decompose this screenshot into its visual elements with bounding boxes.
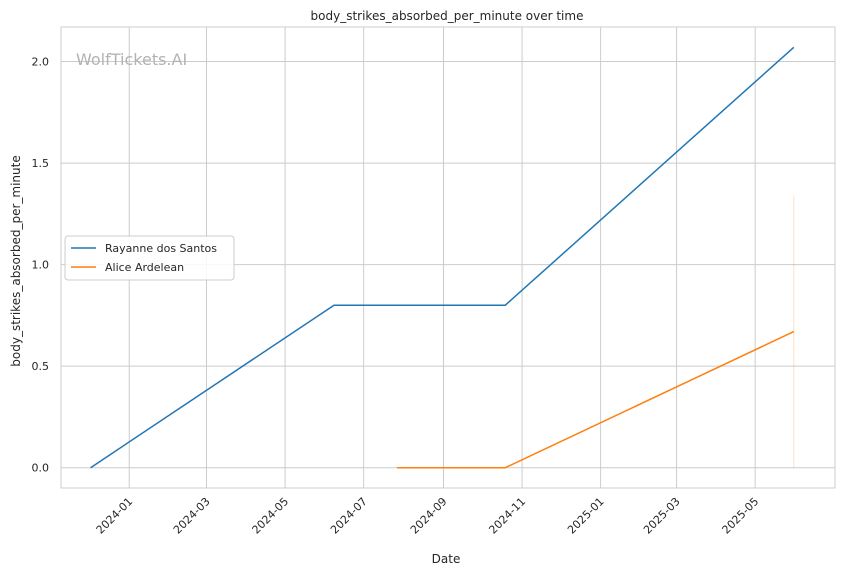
y-tick-label: 0.0 (32, 462, 50, 475)
chart-title: body_strikes_absorbed_per_minute over ti… (311, 9, 584, 23)
x-axis-label: Date (432, 552, 461, 566)
legend: Rayanne dos Santos Alice Ardelean (64, 235, 235, 281)
y-tick-label: 1.5 (32, 157, 50, 170)
series-layer (90, 46, 795, 469)
y-tick-label: 1.0 (32, 259, 50, 272)
y-tick-label: 2.0 (32, 56, 50, 69)
series-line-alice-ardelean (397, 330, 795, 469)
legend-label-alice-ardelean: Alice Ardelean (105, 261, 184, 274)
legend-label-rayanne-dos-santos: Rayanne dos Santos (105, 242, 217, 255)
legend-box (64, 235, 235, 281)
watermark: WolfTickets.AI (76, 50, 187, 69)
plot-frame (60, 26, 836, 489)
y-axis-ticks: 0.0 0.5 1.0 1.5 2.0 (32, 56, 50, 475)
series-line-rayanne-dos-santos (90, 46, 795, 469)
y-axis-label: body_strikes_absorbed_per_minute (9, 155, 23, 366)
y-tick-label: 0.5 (32, 360, 50, 373)
